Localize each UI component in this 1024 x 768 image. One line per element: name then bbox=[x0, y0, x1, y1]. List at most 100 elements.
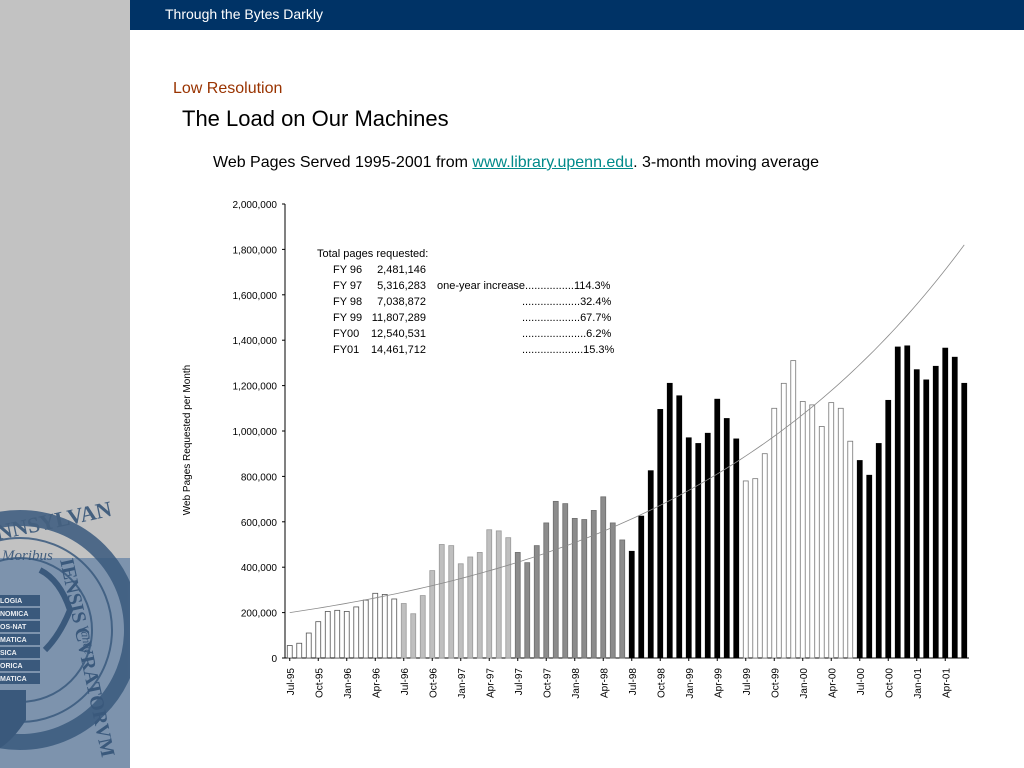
x-tick-label: Oct-95 bbox=[314, 668, 325, 698]
x-tick-label: Jul-00 bbox=[856, 668, 867, 696]
chart-caption: Web Pages Served 1995-2001 from www.libr… bbox=[213, 154, 819, 172]
x-tick-label: Jan-01 bbox=[913, 668, 924, 699]
bar bbox=[581, 519, 588, 659]
bar bbox=[809, 404, 816, 659]
bar bbox=[923, 379, 930, 659]
y-tick-label: 2,000,000 bbox=[233, 200, 278, 211]
bar bbox=[704, 432, 711, 659]
x-tick-label: Oct-96 bbox=[428, 668, 439, 698]
header-title: Through the Bytes Darkly bbox=[165, 6, 323, 22]
annotation-percent: ....................15.3% bbox=[522, 344, 615, 356]
bar bbox=[391, 598, 398, 659]
bar bbox=[780, 382, 787, 659]
bar bbox=[837, 407, 844, 659]
annotation-total: 12,540,531 bbox=[371, 328, 426, 340]
x-tick-label: Jul-98 bbox=[628, 668, 639, 696]
y-tick-label: 1,000,000 bbox=[233, 427, 278, 438]
bar bbox=[343, 611, 350, 659]
seal-book-label: ORICA bbox=[0, 663, 23, 670]
bar bbox=[362, 599, 369, 659]
x-tick-label: Apr-00 bbox=[827, 668, 838, 698]
seal-book-label: SICA bbox=[0, 650, 17, 657]
bar bbox=[818, 426, 825, 659]
x-tick-label: Oct-97 bbox=[542, 668, 553, 698]
bar bbox=[619, 539, 626, 659]
seal-motto-2: Vanae bbox=[77, 624, 96, 656]
bar bbox=[305, 632, 312, 659]
annotation-fy: FY 99 bbox=[333, 312, 362, 324]
x-tick-label: Jan-97 bbox=[457, 668, 468, 699]
bar bbox=[571, 517, 578, 659]
annotation-total: 2,481,146 bbox=[377, 264, 426, 276]
bar bbox=[894, 346, 901, 659]
bar bbox=[790, 360, 797, 659]
y-tick-label: 200,000 bbox=[241, 609, 278, 620]
x-tick-label: Apr-98 bbox=[599, 668, 610, 698]
bar bbox=[286, 645, 293, 659]
y-axis-label: Web Pages Requested per Month bbox=[182, 365, 193, 515]
bar bbox=[761, 453, 768, 659]
seal-book bbox=[0, 647, 40, 658]
caption-prefix: Web Pages Served 1995-2001 from bbox=[213, 154, 473, 171]
bar bbox=[524, 562, 531, 659]
y-tick-label: 800,000 bbox=[241, 472, 278, 483]
bar bbox=[600, 496, 607, 659]
slide-subtitle: Low Resolution bbox=[173, 80, 283, 97]
y-tick-label: 400,000 bbox=[241, 563, 278, 574]
x-tick-label: Oct-98 bbox=[656, 668, 667, 698]
annotation-total: 14,461,712 bbox=[371, 344, 426, 356]
bar bbox=[638, 515, 645, 659]
bar bbox=[733, 438, 740, 659]
x-tick-label: Jul-95 bbox=[286, 668, 297, 696]
seal-book bbox=[0, 673, 40, 684]
x-tick-label: Apr-96 bbox=[371, 668, 382, 698]
bar bbox=[400, 603, 407, 659]
seal-book-label: OS-NAT bbox=[0, 624, 27, 631]
seal-book-label: LOGIA bbox=[0, 598, 22, 605]
annotation-fy: FY01 bbox=[333, 344, 359, 356]
library-link[interactable]: www.library.upenn.edu bbox=[472, 154, 634, 171]
x-tick-label: Jul-97 bbox=[514, 668, 525, 696]
x-tick-label: Jan-98 bbox=[571, 668, 582, 699]
bar bbox=[467, 556, 474, 659]
seal-book-label: MATICA bbox=[0, 637, 27, 644]
seal-book-label: MATICA bbox=[0, 676, 27, 683]
x-tick-label: Apr-99 bbox=[713, 668, 724, 698]
bar bbox=[913, 369, 920, 659]
bar bbox=[410, 613, 417, 659]
seal-book bbox=[0, 595, 40, 606]
bar bbox=[799, 401, 806, 659]
bar bbox=[296, 642, 303, 659]
x-tick-label: Oct-99 bbox=[770, 668, 781, 698]
annotation-percent: .....................6.2% bbox=[522, 328, 611, 340]
annotation-percent: ...................67.7% bbox=[522, 312, 611, 324]
annotation-increase: one-year increase................114.3% bbox=[437, 280, 611, 292]
bar bbox=[875, 443, 882, 659]
annotation-fy: FY00 bbox=[333, 328, 359, 340]
bar bbox=[932, 365, 939, 659]
annotation-percent: ...................32.4% bbox=[522, 296, 611, 308]
seal-book bbox=[0, 634, 40, 645]
bar bbox=[438, 544, 445, 659]
bar bbox=[904, 345, 911, 659]
y-tick-label: 1,600,000 bbox=[233, 291, 278, 302]
x-tick-label: Jul-96 bbox=[400, 668, 411, 696]
university-seal-logo: NNSYLVAN IENSIS CVRATORVM Moribus Vanae … bbox=[0, 496, 130, 759]
y-tick-label: 1,200,000 bbox=[233, 382, 278, 393]
trend-line bbox=[289, 244, 965, 613]
bar bbox=[429, 570, 436, 659]
x-tick-label: Apr-97 bbox=[485, 668, 496, 698]
bar bbox=[714, 398, 721, 659]
x-tick-label: Jan-96 bbox=[343, 668, 354, 699]
bar bbox=[647, 470, 654, 659]
bar bbox=[723, 418, 730, 659]
seal-book bbox=[0, 621, 40, 632]
bar bbox=[533, 545, 540, 659]
y-tick-label: 600,000 bbox=[241, 518, 278, 529]
x-tick-label: Jan-99 bbox=[685, 668, 696, 699]
bar bbox=[752, 478, 759, 659]
bar bbox=[334, 609, 341, 659]
x-tick-label: Oct-00 bbox=[884, 668, 895, 698]
bar bbox=[961, 382, 968, 659]
